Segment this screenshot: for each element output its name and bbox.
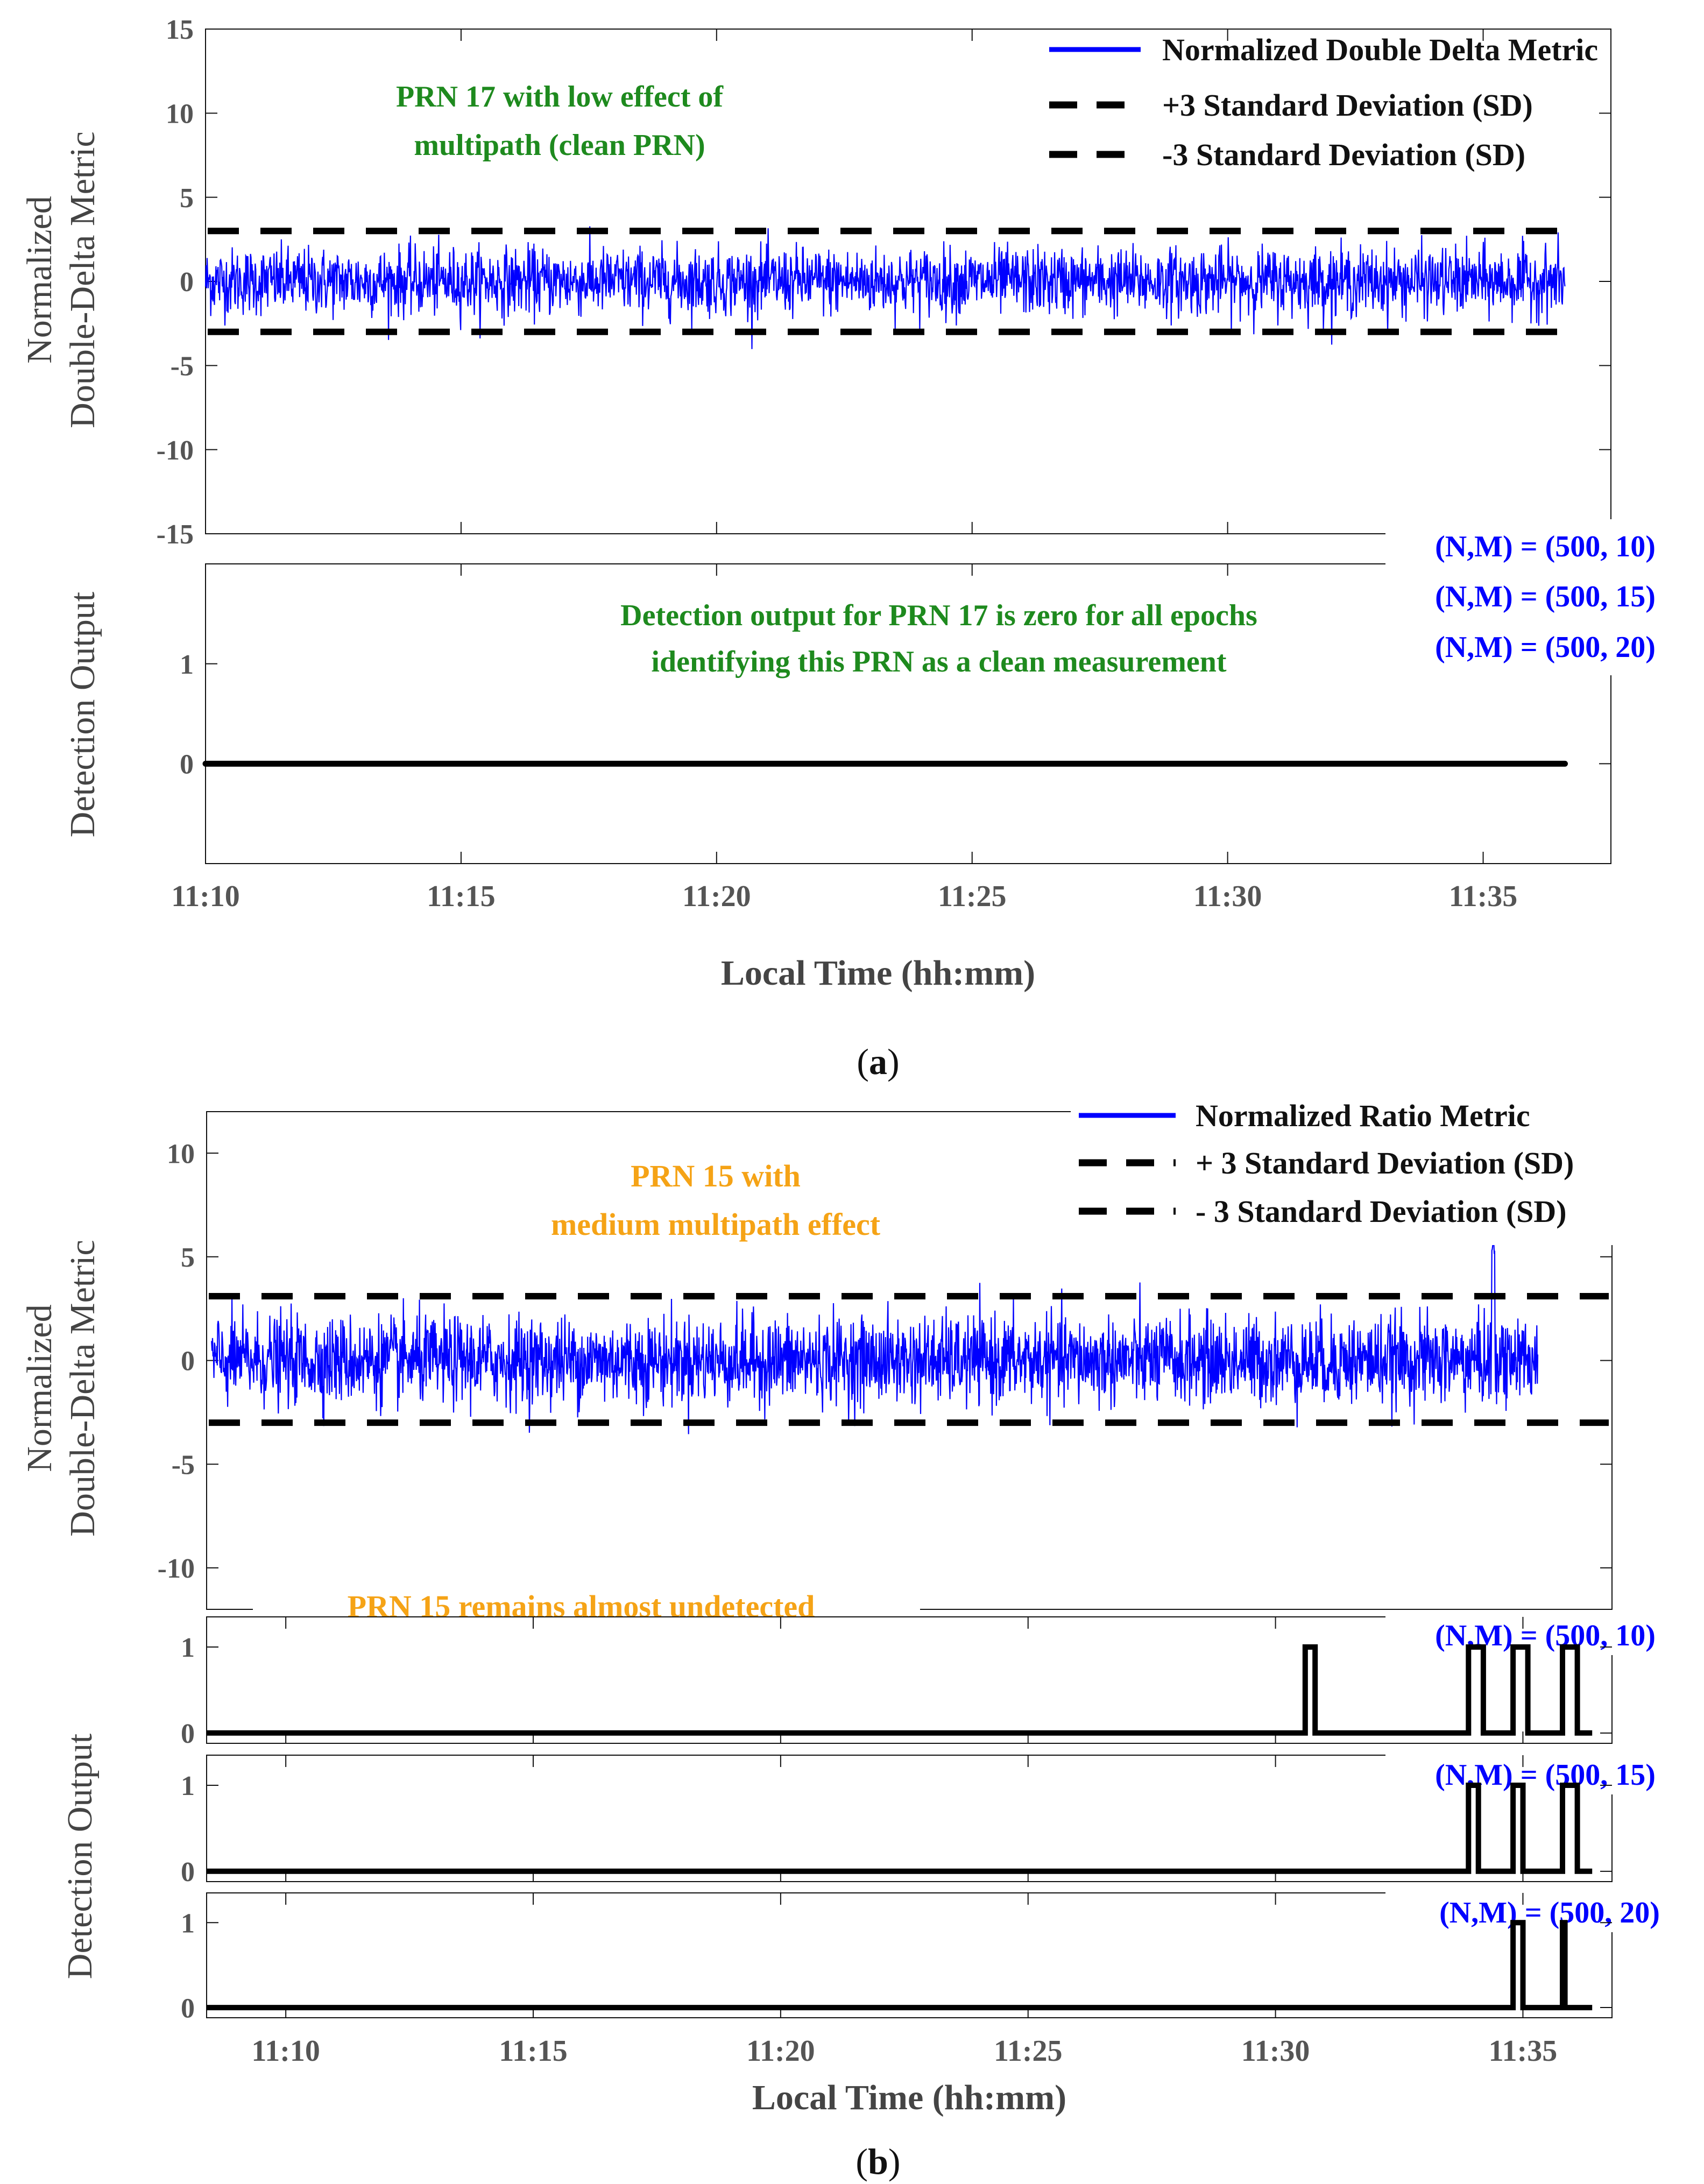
panel-a-detection-note-line1: Detection output for PRN 17 is zero for … <box>620 599 1257 632</box>
panel-b-detection-ytick-label: 1 <box>181 1632 195 1663</box>
panel-b-detection-axes <box>206 1616 1613 1744</box>
panel-a-nm-label-20: (N,M) = (500, 20) <box>1435 631 1656 664</box>
panel-a-nm-label-15: (N,M) = (500, 15) <box>1435 580 1656 613</box>
panel-b-metric-ytick-label: 0 <box>181 1346 195 1377</box>
panel-a-detection-note-line2: identifying this PRN as a clean measurem… <box>651 645 1226 678</box>
panel-a-metric-ytick-label: 15 <box>166 15 194 45</box>
panel-a-note-line1: PRN 17 with low effect of <box>396 80 724 114</box>
panel-b-legend-metric-label: Normalized Ratio Metric <box>1196 1098 1530 1133</box>
panel-a-detection-ytick-label: 0 <box>180 750 194 780</box>
panel-b-xtick-label: 11:35 <box>1489 2034 1558 2068</box>
panel-a-note-line2: multipath (clean PRN) <box>414 129 705 162</box>
panel-a-detection-plot: 0 1 Detection Output Detection output for… <box>63 519 1704 864</box>
panel-a-xtick-label: 11:35 <box>1449 880 1518 913</box>
panel-a-nm-label-backdrop <box>1385 519 1704 675</box>
panel-b-xlabel: Local Time (hh:mm) <box>752 2078 1066 2117</box>
panel-b-nm-label-backdrop <box>1385 1891 1703 1932</box>
panel-b-caption: (b) <box>855 2141 900 2182</box>
panel-b-detection-ytick-label: 1 <box>181 1771 195 1801</box>
panel-a-xtick-label: 11:20 <box>682 880 751 913</box>
panel-b-xtick-label: 11:10 <box>251 2034 320 2068</box>
panel-b-xtick-label: 11:25 <box>994 2034 1063 2068</box>
panel-a-metric-ytick-label: 5 <box>180 183 194 214</box>
panel-a-legend-minus-sd-label: -3 Standard Deviation (SD) <box>1162 137 1525 172</box>
panel-b-detection-plots: (N,M) = (500, 10)01(N,M) = (500, 15)01(N… <box>181 1614 1703 2024</box>
panel-a-xtick-label: 11:30 <box>1193 880 1262 913</box>
panel-b-detection-ytick-label: 1 <box>181 1908 195 1939</box>
panel-a-legend-plus-sd-label: +3 Standard Deviation (SD) <box>1162 88 1533 123</box>
panel-b-detection-axes <box>206 1892 1613 2018</box>
panel-b-detection-output-line <box>207 1783 1593 1874</box>
panel-a-xlabel: Local Time (hh:mm) <box>721 953 1035 993</box>
panel-a-metric-series <box>204 226 1566 349</box>
panel-a-metric-ylabel-line2: Double-Delta Metric <box>63 131 102 428</box>
panel-b-metric-ytick-label: 10 <box>167 1139 195 1169</box>
panel-b-metric-ylabel-line1: Normalized <box>20 1304 59 1472</box>
panel-b-metric-ylabel-line2: Double-Delta Metric <box>63 1240 102 1537</box>
panel-b-detection-output-line <box>207 1644 1593 1736</box>
panel-b-x-axis: 11:10 11:15 11:20 11:25 11:30 11:35 <box>251 2034 1557 2068</box>
panel-b-detection-subplot: (N,M) = (500, 10)01 <box>181 1614 1703 1749</box>
panel-b-detection-ylabel: Detection Output <box>60 1734 100 1979</box>
panel-b-metric-ytick-label: 5 <box>181 1242 195 1273</box>
panel-a-metric-ytick-label: 10 <box>166 99 194 130</box>
panel-b-nm-label: (N,M) = (500, 20) <box>1439 1896 1660 1929</box>
panel-b-detection-axes <box>206 1755 1613 1882</box>
panel-a-nm-label-10: (N,M) = (500, 10) <box>1435 530 1656 563</box>
panel-b-detection-ytick-label: 0 <box>181 1857 195 1888</box>
panel-b-xtick-label: 11:30 <box>1241 2034 1310 2068</box>
panel-b-metric-ytick-label: -10 <box>158 1553 195 1584</box>
panel-b-detection-subplot: (N,M) = (500, 20) 0 1 <box>181 1891 1703 2024</box>
panel-b-xtick-label: 11:20 <box>746 2034 815 2068</box>
panel-a-xtick-label: 11:15 <box>427 880 496 913</box>
panel-a-metric-ytick-label: -10 <box>157 435 194 466</box>
panel-b-legend-backdrop <box>1071 1100 1704 1245</box>
panel-b-xtick-label: 11:15 <box>499 2034 568 2068</box>
panel-a-detection-ytick-label: 1 <box>180 649 194 680</box>
panel-b-metric-plot: -10 -5 0 5 10 Normalized Double-Delta Metric… <box>20 1098 1704 1610</box>
panel-a-metric-ytick-label: -15 <box>157 519 194 550</box>
panel-a-caption: (a) <box>857 1041 899 1082</box>
panel-b-detection-subplot: (N,M) = (500, 15)01 <box>181 1754 1703 1888</box>
panel-b-nm-label-backdrop <box>1385 1754 1703 1794</box>
panel-b-nm-label-backdrop <box>1385 1614 1703 1655</box>
panel-b-metric-ytick-label: -5 <box>172 1450 195 1480</box>
panel-a-x-axis: 11:10 11:15 11:20 11:25 11:30 11:35 <box>171 880 1517 913</box>
panel-b-legend-plus-sd-label: + 3 Standard Deviation (SD) <box>1196 1146 1574 1181</box>
panel-b-detection-ytick-label: 0 <box>181 1993 195 2024</box>
panel-a-metric-ytick-label: -5 <box>171 351 194 382</box>
panel-b-legend: Normalized Ratio Metric + 3 Standard Dev… <box>1071 1098 1704 1245</box>
panel-b-detection-ytick-label: 0 <box>181 1719 195 1749</box>
panel-b-legend-minus-sd-label: - 3 Standard Deviation (SD) <box>1196 1194 1567 1229</box>
panel-b-metric-series <box>211 1240 1539 1434</box>
panel-a-xtick-label: 11:25 <box>938 880 1007 913</box>
panel-a-metric-plot: -15 -10 -5 0 5 10 15 Normalized Double-Delta M… <box>20 15 1611 550</box>
panel-b-note-line1: PRN 15 with <box>631 1158 801 1193</box>
panel-a-legend: Normalized Double Delta Metric +3 Standa… <box>1049 32 1598 172</box>
panel-a-detection-ylabel: Detection Output <box>63 592 102 837</box>
panel-a-metric-ytick-label: 0 <box>180 267 194 298</box>
panel-a-xtick-label: 11:10 <box>171 880 240 913</box>
panel-a-legend-metric-label: Normalized Double Delta Metric <box>1162 32 1598 67</box>
panel-b-detection-output-line <box>207 1920 1593 2011</box>
panel-b-note-line2: medium multipath effect <box>551 1207 881 1242</box>
panel-a-metric-ylabel-line1: Normalized <box>20 196 59 364</box>
